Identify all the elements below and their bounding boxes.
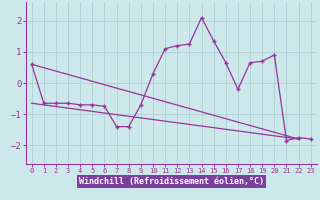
X-axis label: Windchill (Refroidissement éolien,°C): Windchill (Refroidissement éolien,°C) bbox=[79, 177, 264, 186]
